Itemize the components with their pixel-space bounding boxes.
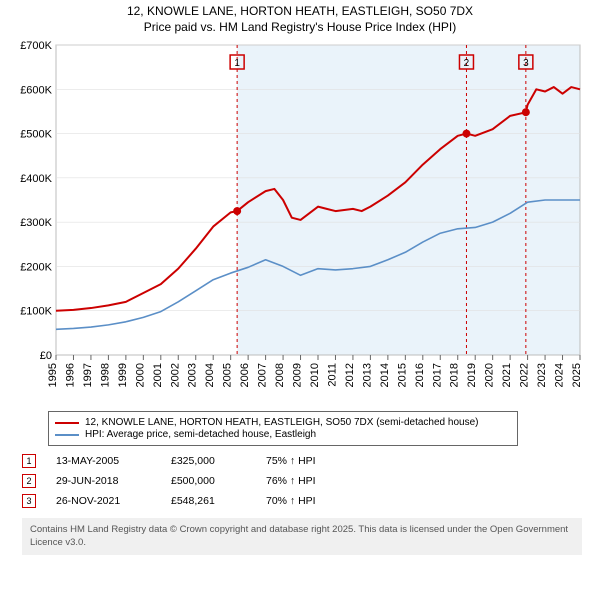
svg-text:2024: 2024 bbox=[554, 363, 566, 387]
svg-text:2023: 2023 bbox=[536, 363, 548, 387]
svg-text:1998: 1998 bbox=[99, 363, 111, 387]
svg-text:1997: 1997 bbox=[82, 363, 94, 387]
annotation-pct: 70% ↑ HPI bbox=[266, 495, 346, 507]
svg-text:2000: 2000 bbox=[134, 363, 146, 387]
title-line-1: 12, KNOWLE LANE, HORTON HEATH, EASTLEIGH… bbox=[0, 4, 600, 20]
legend: 12, KNOWLE LANE, HORTON HEATH, EASTLEIGH… bbox=[48, 411, 518, 446]
svg-text:3: 3 bbox=[523, 58, 529, 69]
svg-text:1999: 1999 bbox=[117, 363, 129, 387]
svg-text:£700K: £700K bbox=[20, 40, 52, 52]
legend-item: HPI: Average price, semi-detached house,… bbox=[55, 429, 511, 440]
legend-label: HPI: Average price, semi-detached house,… bbox=[85, 429, 316, 440]
svg-text:2: 2 bbox=[464, 58, 470, 69]
svg-text:2005: 2005 bbox=[222, 363, 234, 387]
svg-text:2016: 2016 bbox=[414, 363, 426, 387]
annotation-date: 29-JUN-2018 bbox=[56, 475, 151, 487]
annotation-row: 3 26-NOV-2021 £548,261 70% ↑ HPI bbox=[22, 494, 582, 508]
sale-annotations: 1 13-MAY-2005 £325,000 75% ↑ HPI 2 29-JU… bbox=[22, 454, 582, 508]
annotation-price: £500,000 bbox=[171, 475, 246, 487]
svg-text:2017: 2017 bbox=[431, 363, 443, 387]
svg-text:2003: 2003 bbox=[187, 363, 199, 387]
svg-text:2021: 2021 bbox=[501, 363, 513, 387]
svg-text:£600K: £600K bbox=[20, 84, 52, 96]
svg-text:£0: £0 bbox=[40, 350, 52, 362]
svg-text:£100K: £100K bbox=[20, 306, 52, 318]
svg-text:1: 1 bbox=[234, 58, 240, 69]
annotation-row: 1 13-MAY-2005 £325,000 75% ↑ HPI bbox=[22, 454, 582, 468]
svg-text:2006: 2006 bbox=[239, 363, 251, 387]
svg-text:2007: 2007 bbox=[257, 363, 269, 387]
svg-text:2011: 2011 bbox=[326, 363, 338, 387]
svg-text:2010: 2010 bbox=[309, 363, 321, 387]
annotation-pct: 76% ↑ HPI bbox=[266, 475, 346, 487]
svg-text:1995: 1995 bbox=[47, 363, 59, 387]
svg-text:£300K: £300K bbox=[20, 217, 52, 229]
annotation-row: 2 29-JUN-2018 £500,000 76% ↑ HPI bbox=[22, 474, 582, 488]
annotation-marker: 1 bbox=[22, 454, 36, 468]
svg-text:2004: 2004 bbox=[204, 363, 216, 387]
legend-swatch bbox=[55, 434, 79, 436]
copyright-footer: Contains HM Land Registry data © Crown c… bbox=[22, 518, 582, 555]
svg-text:2013: 2013 bbox=[361, 363, 373, 387]
annotation-date: 13-MAY-2005 bbox=[56, 455, 151, 467]
svg-text:2001: 2001 bbox=[152, 363, 164, 387]
svg-text:2025: 2025 bbox=[571, 363, 583, 387]
legend-item: 12, KNOWLE LANE, HORTON HEATH, EASTLEIGH… bbox=[55, 417, 511, 428]
svg-text:1996: 1996 bbox=[64, 363, 76, 387]
svg-text:£500K: £500K bbox=[20, 129, 52, 141]
chart-title: 12, KNOWLE LANE, HORTON HEATH, EASTLEIGH… bbox=[0, 0, 600, 37]
annotation-price: £325,000 bbox=[171, 455, 246, 467]
annotation-marker: 3 bbox=[22, 494, 36, 508]
svg-text:2008: 2008 bbox=[274, 363, 286, 387]
legend-label: 12, KNOWLE LANE, HORTON HEATH, EASTLEIGH… bbox=[85, 417, 478, 428]
svg-text:£200K: £200K bbox=[20, 262, 52, 274]
svg-text:£400K: £400K bbox=[20, 173, 52, 185]
svg-text:2015: 2015 bbox=[396, 363, 408, 387]
title-line-2: Price paid vs. HM Land Registry's House … bbox=[0, 20, 600, 36]
svg-text:2018: 2018 bbox=[449, 363, 461, 387]
svg-text:2012: 2012 bbox=[344, 363, 356, 387]
annotation-date: 26-NOV-2021 bbox=[56, 495, 151, 507]
line-chart: £0 £100K £200K £300K £400K £500K £600K £700K 199… bbox=[10, 37, 590, 407]
svg-text:2022: 2022 bbox=[519, 363, 531, 387]
svg-text:2002: 2002 bbox=[169, 363, 181, 387]
svg-text:2020: 2020 bbox=[484, 363, 496, 387]
svg-text:2019: 2019 bbox=[466, 363, 478, 387]
legend-swatch bbox=[55, 422, 79, 424]
annotation-price: £548,261 bbox=[171, 495, 246, 507]
annotation-pct: 75% ↑ HPI bbox=[266, 455, 346, 467]
annotation-marker: 2 bbox=[22, 474, 36, 488]
svg-text:2009: 2009 bbox=[292, 363, 304, 387]
svg-text:2014: 2014 bbox=[379, 363, 391, 387]
chart-area: £0 £100K £200K £300K £400K £500K £600K £700K 199… bbox=[10, 37, 590, 407]
